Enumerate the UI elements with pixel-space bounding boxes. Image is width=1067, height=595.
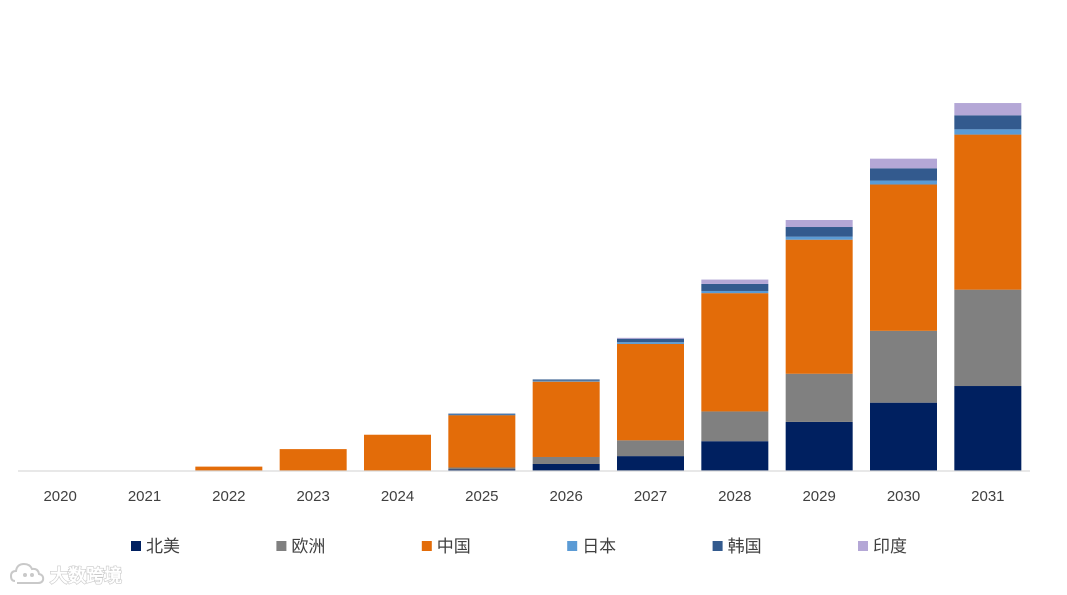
bar-segment-2030-series-6	[870, 158, 937, 169]
x-tick-label: 2025	[465, 488, 498, 505]
x-tick-label: 2031	[971, 488, 1004, 505]
bar-segment-2028-series-4	[701, 290, 769, 294]
legend-item: 印度	[858, 537, 907, 557]
x-tick-label: 2028	[718, 488, 751, 505]
bar-segment-2026-series-3	[532, 381, 600, 457]
legend-swatch	[567, 541, 578, 551]
bar-segment-2027-series-3	[617, 343, 684, 441]
x-tick-label: 2027	[634, 488, 667, 505]
bar-segment-2029-series-4	[785, 236, 853, 240]
x-tick-label: 2030	[887, 488, 920, 505]
legend-label: 欧洲	[291, 537, 325, 557]
bar-segment-2027-series-1	[617, 456, 684, 471]
bar-segment-2024-series-3	[364, 434, 431, 471]
bar-segment-2027-series-4	[617, 342, 684, 344]
bar-segment-2030-series-3	[870, 184, 937, 331]
legend: 北美 欧洲 中国 日本 韩国 印度	[131, 537, 907, 557]
bar-segment-2031-series-1	[954, 386, 1022, 471]
bar-segment-2030-series-4	[870, 180, 937, 185]
bar-segment-2030-series-2	[870, 330, 937, 403]
bar-segment-2026-series-5	[532, 379, 600, 381]
bar-segment-2029-series-1	[785, 421, 853, 471]
legend-swatch	[131, 541, 141, 551]
legend-swatch	[858, 541, 868, 551]
legend-label: 北美	[146, 537, 180, 557]
bar-segment-2025-series-5	[448, 413, 516, 415]
x-tick-label: 2026	[549, 488, 582, 505]
bar-segment-2026-series-4	[532, 380, 600, 382]
bar-segment-2029-series-3	[785, 239, 853, 374]
legend-item: 北美	[131, 537, 180, 557]
bar-segment-2031-series-3	[954, 134, 1022, 290]
bar-segment-2025-series-4	[448, 414, 516, 416]
bar-segment-2030-series-5	[870, 168, 937, 181]
bar-segment-2023-series-3	[279, 449, 347, 471]
legend-item: 日本	[567, 537, 616, 557]
bar-segment-2030-series-1	[870, 402, 937, 471]
bar-segment-2022-series-3	[195, 466, 263, 471]
bar-segment-2028-series-1	[701, 441, 769, 471]
x-tick-label: 2029	[802, 488, 835, 505]
cloud-logo-icon	[9, 562, 45, 584]
x-tick-label: 2023	[296, 488, 329, 505]
bars-layer	[111, 103, 1022, 472]
legend-label: 印度	[873, 537, 907, 557]
bar-segment-2026-series-2	[532, 456, 600, 464]
bar-segment-2025-series-2	[448, 467, 516, 470]
x-tick-label: 2020	[43, 488, 76, 505]
bar-segment-2028-series-6	[701, 279, 769, 284]
legend-swatch	[712, 541, 723, 551]
x-tick-label: 2022	[212, 488, 245, 505]
bar-segment-2029-series-5	[785, 227, 853, 237]
legend-label: 日本	[582, 537, 616, 557]
legend-label: 中国	[437, 537, 471, 557]
bar-segment-2026-series-1	[532, 463, 600, 471]
watermark-text: 大数跨境	[50, 565, 122, 587]
bar-segment-2031-series-6	[954, 103, 1022, 116]
legend-swatch	[421, 541, 432, 551]
x-tick-label: 2024	[381, 488, 414, 505]
bar-segment-2029-series-2	[785, 373, 853, 422]
watermark: 大数跨境	[9, 562, 123, 588]
bar-segment-2027-series-6	[617, 337, 684, 339]
x-tick-label: 2021	[128, 488, 161, 505]
bar-segment-2028-series-3	[701, 293, 769, 412]
bar-segment-2031-series-5	[954, 115, 1022, 130]
bar-segment-2027-series-2	[617, 440, 684, 457]
bar-segment-2029-series-6	[785, 220, 853, 228]
legend-label: 韩国	[728, 537, 762, 557]
bar-segment-2027-series-5	[617, 338, 684, 343]
bar-segment-2025-series-1	[448, 469, 516, 471]
bar-segment-2031-series-4	[954, 129, 1022, 135]
legend-item: 韩国	[712, 537, 762, 557]
bar-segment-2031-series-2	[954, 289, 1022, 387]
bar-segment-2028-series-2	[701, 411, 769, 442]
legend-item: 欧洲	[276, 537, 325, 557]
bar-segment-2028-series-5	[701, 283, 769, 291]
legend-swatch	[276, 541, 287, 551]
x-tick-labels: 2020 2021 2022 2023 2024 2025 2026 2027 2028 2029…	[43, 488, 1004, 505]
bar-segment-2025-series-3	[448, 414, 516, 468]
legend-item: 中国	[421, 537, 471, 557]
